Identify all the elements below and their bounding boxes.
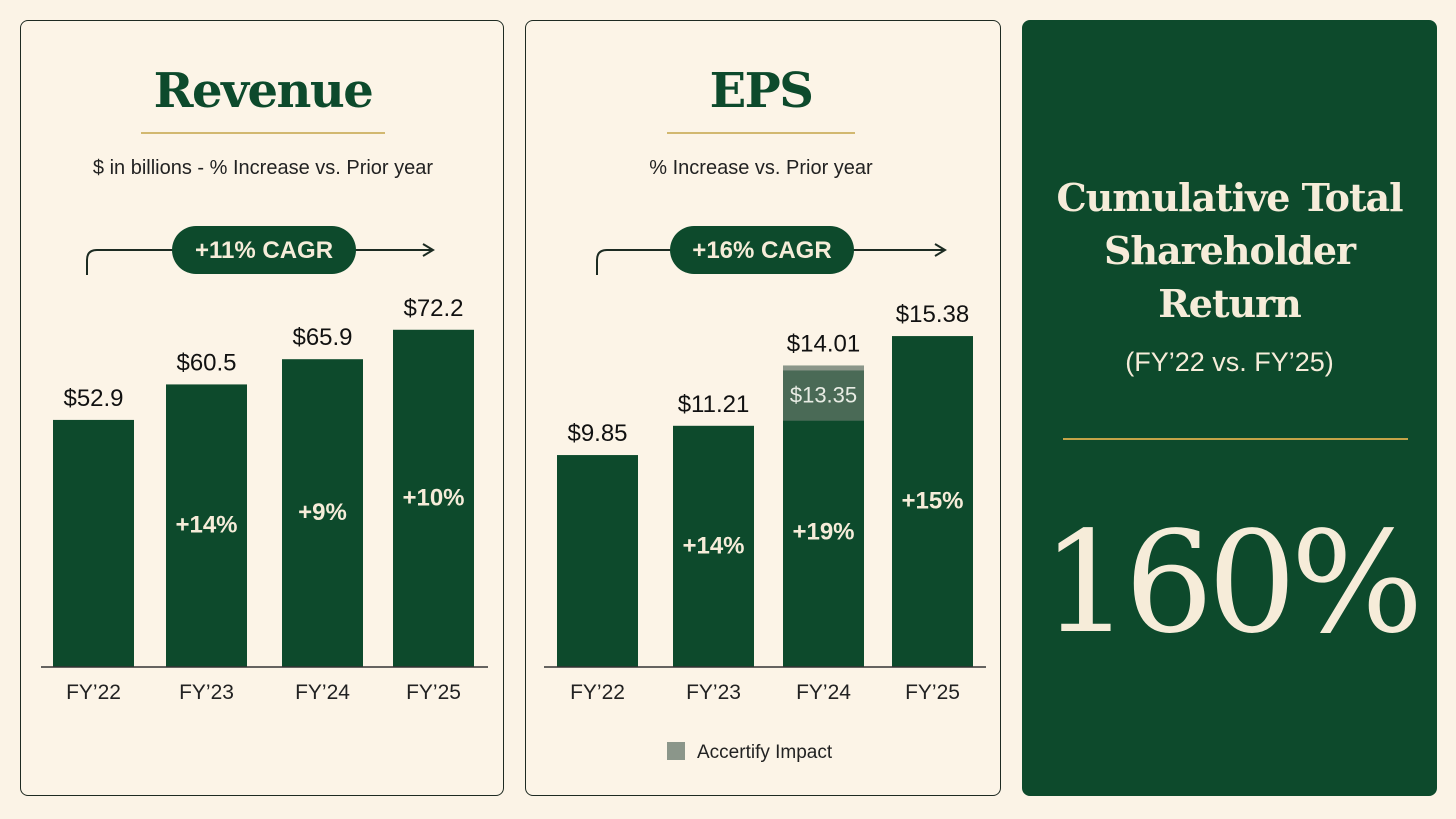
- cagr-pill: [172, 226, 356, 274]
- bar-growth-label: +15%: [901, 488, 963, 515]
- bar: [166, 384, 247, 667]
- bar: [557, 455, 638, 667]
- chart-subtitle: % Increase vs. Prior year: [649, 157, 873, 179]
- bar: [673, 425, 754, 667]
- revenue-chart-card: Revenue $ in billions - % Increase vs. Pr…: [20, 20, 504, 796]
- bar: [282, 359, 363, 667]
- bar-impact-cap: [783, 365, 864, 371]
- bar-segment-label: $13.35: [790, 383, 857, 408]
- bar-value-label: $11.21: [678, 391, 750, 418]
- cagr-label: +16% CAGR: [692, 237, 831, 264]
- x-tick-label: FY’23: [179, 681, 234, 704]
- cagr-arrow-icon: [934, 243, 947, 257]
- cagr-bracket-line: [596, 249, 945, 275]
- chart-subtitle: $ in billions - % Increase vs. Prior yea…: [93, 157, 433, 179]
- x-tick-label: FY’25: [406, 681, 461, 704]
- bar-growth-label: +9%: [298, 499, 347, 526]
- cagr-bracket-line: [86, 249, 433, 275]
- x-tick-label: FY’24: [796, 681, 851, 704]
- revenue-chart: Revenue $ in billions - % Increase vs. Pr…: [41, 63, 488, 704]
- bar-growth-label: +10%: [402, 484, 464, 511]
- cagr-arrow-icon: [422, 243, 435, 257]
- bar-value-label: $52.9: [63, 385, 123, 412]
- tsr-value: 160%: [1041, 502, 1423, 665]
- tsr-card: Cumulative Total Shareholder Return (FY’…: [1022, 20, 1437, 796]
- tsr-divider: [1063, 438, 1408, 440]
- x-tick-label: FY’23: [686, 681, 741, 704]
- legend-swatch: [667, 742, 685, 760]
- x-tick-label: FY’22: [66, 681, 121, 704]
- chart-title: EPS: [710, 63, 813, 119]
- eps-chart-card: EPS % Increase vs. Prior year +16% CAGR $9.…: [525, 20, 1001, 796]
- bar: [393, 329, 474, 667]
- cagr-pill: [670, 226, 854, 274]
- bar-value-label: $9.85: [567, 420, 627, 447]
- x-tick-label: FY’24: [295, 681, 350, 704]
- x-tick-label: FY’25: [905, 681, 960, 704]
- bar-value-label: $72.2: [403, 295, 463, 322]
- bar-value-label: $15.38: [896, 301, 969, 328]
- chart-title: Revenue: [154, 63, 373, 119]
- bar-value-label: $60.5: [176, 349, 236, 376]
- tsr-title-line: Return: [1158, 281, 1302, 326]
- bar: [53, 419, 134, 667]
- cagr-label: +11% CAGR: [195, 237, 333, 264]
- bar-value-label: $14.01: [787, 331, 860, 358]
- x-tick-label: FY’22: [570, 681, 625, 704]
- tsr-period: (FY’22 vs. FY’25): [1125, 347, 1334, 377]
- bar-growth-label: +19%: [792, 518, 854, 545]
- bar-growth-label: +14%: [175, 512, 237, 539]
- bar: [892, 336, 973, 667]
- bar-growth-label: +14%: [682, 532, 744, 559]
- eps-chart: EPS % Increase vs. Prior year +16% CAGR $9.…: [544, 63, 986, 763]
- tsr-title-line: Shareholder: [1103, 228, 1356, 273]
- legend-label: Accertify Impact: [697, 742, 833, 763]
- bar-value-label: $65.9: [292, 324, 352, 351]
- tsr-title-line: Cumulative Total: [1056, 175, 1403, 220]
- bar-impact-segment: [783, 370, 864, 421]
- tsr-title: Cumulative Total Shareholder Return: [1023, 171, 1436, 330]
